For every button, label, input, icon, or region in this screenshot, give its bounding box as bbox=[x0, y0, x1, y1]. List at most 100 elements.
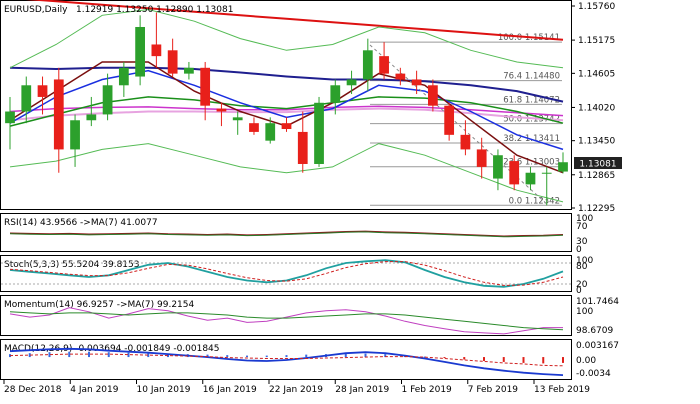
macd-hist-bar bbox=[265, 355, 268, 358]
macd-hist-bar bbox=[48, 352, 51, 358]
moving-averages bbox=[9, 0, 564, 203]
macd-hist-bar bbox=[246, 355, 248, 358]
ma-line bbox=[9, 69, 564, 151]
macd-hist-bar bbox=[423, 356, 426, 358]
ma-line bbox=[9, 143, 564, 203]
momentum-axis-bottom: 98.6709 bbox=[576, 326, 613, 336]
ma-line bbox=[9, 107, 564, 122]
candle-body bbox=[314, 102, 324, 164]
stoch-axis-20: 20 bbox=[576, 280, 588, 290]
time-tick-label: 13 Feb 2019 bbox=[534, 385, 590, 395]
candle-body bbox=[297, 131, 308, 164]
momentum-line bbox=[9, 307, 563, 335]
fib-level-label: 0.0 1.12342 bbox=[509, 196, 560, 206]
time-tick-label: 22 Jan 2019 bbox=[269, 385, 323, 395]
momentum-ma-line bbox=[9, 311, 564, 331]
time-tick-label: 4 Jan 2019 bbox=[70, 385, 118, 395]
candle-body bbox=[428, 85, 438, 106]
last-price-label: 1.13081 bbox=[579, 160, 616, 170]
candle-body bbox=[135, 26, 145, 77]
candle-body bbox=[395, 73, 406, 80]
candle-body bbox=[86, 114, 97, 121]
candle-body bbox=[184, 67, 194, 74]
candle-body bbox=[411, 79, 422, 86]
candle-body bbox=[53, 79, 64, 150]
macd-pane-frame bbox=[0, 339, 572, 380]
rsi-axis-0: 0 bbox=[576, 245, 582, 255]
macd-label: MACD(12,26,9) -0.003694 -0.001849 -0.001… bbox=[4, 344, 220, 354]
candle-body bbox=[102, 85, 113, 115]
fib-level-label: 61.8 1.14072 bbox=[503, 95, 560, 105]
fib-level-label: 76.4 1.14480 bbox=[503, 72, 560, 82]
candle-body bbox=[118, 67, 129, 86]
macd-hist-bar bbox=[463, 357, 466, 360]
macd-hist-bar bbox=[305, 354, 308, 358]
ma-line bbox=[9, 8, 564, 69]
macd-hist-bar bbox=[285, 355, 288, 358]
candle-body bbox=[281, 123, 292, 130]
macd-hist-bar bbox=[68, 351, 71, 358]
price-tick-label: 1.15760 bbox=[578, 2, 615, 12]
macd-axis-bottom: -0.0034 bbox=[576, 369, 611, 379]
macd-main-line bbox=[9, 347, 564, 376]
time-tick-label: 28 Jan 2019 bbox=[335, 385, 389, 395]
macd-hist-bar bbox=[344, 353, 347, 358]
candle-body bbox=[444, 105, 455, 135]
macd-hist-bar bbox=[542, 357, 545, 364]
candle-body bbox=[541, 172, 552, 174]
candle-body bbox=[346, 79, 357, 86]
candle-body bbox=[362, 50, 373, 80]
momentum-axis-top: 101.7464 bbox=[576, 297, 619, 307]
symbol-label: EURUSD,Daily bbox=[4, 5, 68, 15]
fib-level-label: 23.6 1.13003 bbox=[503, 158, 560, 168]
macd-hist-bar bbox=[88, 351, 90, 358]
candle-body bbox=[460, 134, 471, 150]
macd-hist-bar bbox=[483, 357, 485, 361]
price-tick-label: 1.13450 bbox=[578, 137, 615, 147]
candle-body bbox=[167, 50, 178, 74]
macd-hist-bar bbox=[226, 355, 229, 358]
macd-hist-bar bbox=[443, 357, 446, 359]
ohlc-label: 1.12919 1.13250 1.12890 1.13081 bbox=[76, 5, 233, 15]
ma-line bbox=[9, 96, 564, 127]
candle-body bbox=[37, 85, 48, 97]
fib-trend-line bbox=[369, 44, 549, 206]
macd-hist-bar bbox=[522, 357, 525, 363]
ma-line bbox=[9, 105, 564, 117]
price-tick-label: 1.12865 bbox=[578, 171, 615, 181]
price-axis: 1.15760 1.15175 1.14605 1.14020 1.13450 1.128… bbox=[571, 2, 615, 214]
rsi-axis-30: 30 bbox=[576, 237, 588, 247]
rsi-axis-70: 70 bbox=[576, 222, 588, 232]
candle-body bbox=[70, 120, 80, 150]
candle-body bbox=[525, 172, 536, 185]
macd-hist-bar bbox=[364, 353, 367, 358]
macd-hist-bar bbox=[107, 352, 110, 358]
macd-signal-line bbox=[9, 353, 564, 367]
price-tick-label: 1.12295 bbox=[578, 204, 615, 214]
time-tick-label: 10 Jan 2019 bbox=[137, 385, 191, 395]
ma-line bbox=[25, 0, 564, 41]
rsi-axis-100: 100 bbox=[576, 214, 593, 224]
price-tick-label: 1.14020 bbox=[578, 103, 615, 113]
price-tick-label: 1.14605 bbox=[578, 69, 615, 79]
main-pane-frame bbox=[0, 0, 572, 210]
last-price-box bbox=[574, 157, 622, 169]
macd-hist-bar bbox=[147, 353, 150, 358]
macd-hist-bar bbox=[127, 352, 130, 358]
stoch-axis-0: 0 bbox=[576, 286, 582, 296]
stoch-pane-frame bbox=[0, 255, 572, 292]
time-tick-label: 7 Feb 2019 bbox=[468, 385, 519, 395]
ma-line bbox=[9, 66, 564, 103]
rsi-label: RSI(14) 43.9566 ->MA(7) 41.0077 bbox=[4, 218, 158, 228]
momentum-axis-mid: 100 bbox=[576, 307, 593, 317]
candle-body bbox=[558, 162, 568, 172]
momentum-pane-frame bbox=[0, 295, 572, 336]
macd-axis-top: 0.003167 bbox=[576, 341, 619, 351]
rsi-pane-frame bbox=[0, 213, 572, 252]
candle-body bbox=[476, 149, 487, 167]
candle-body bbox=[330, 85, 341, 103]
stoch-axis-100: 100 bbox=[576, 256, 593, 266]
candle-body bbox=[509, 161, 520, 185]
candle-body bbox=[151, 44, 162, 57]
